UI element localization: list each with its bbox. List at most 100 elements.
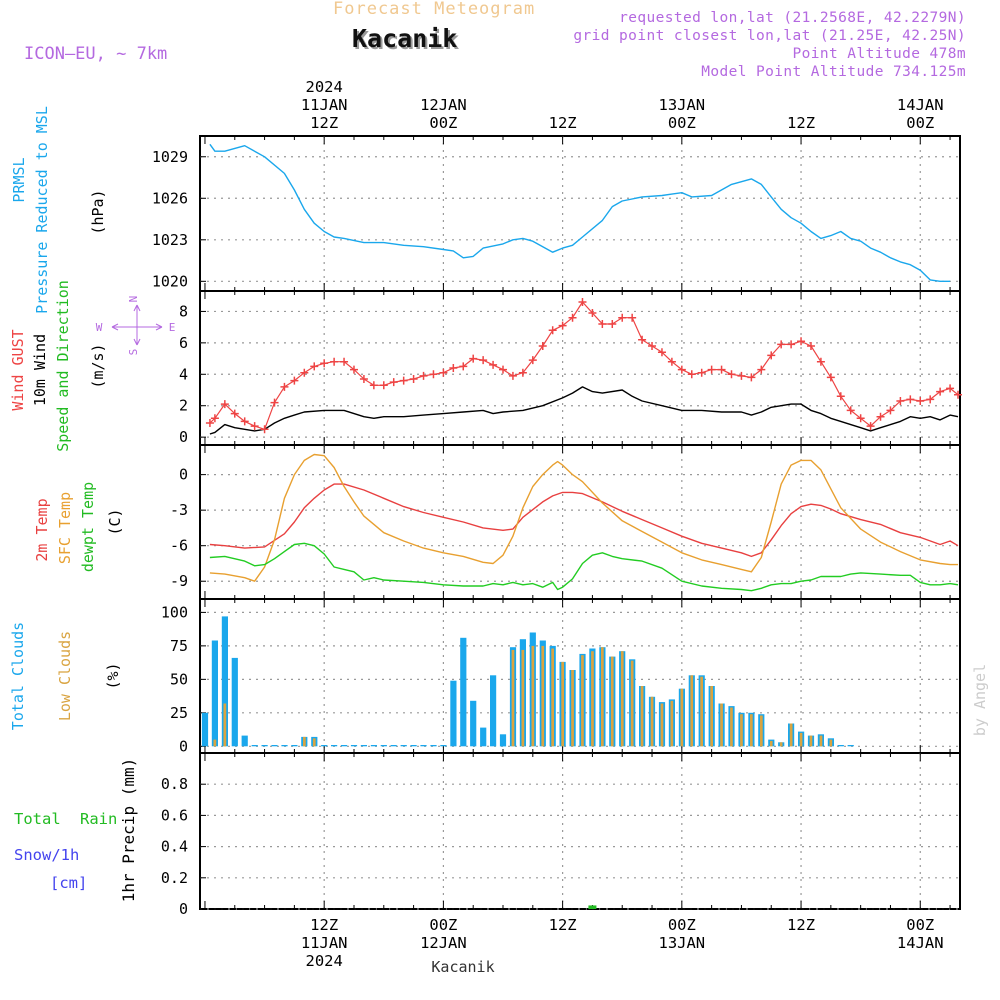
gust-marker [479, 356, 488, 365]
gust-marker [816, 357, 825, 366]
compass-north-label: N [127, 296, 140, 303]
total-cloud-bar [281, 745, 288, 747]
gust-marker [707, 365, 716, 374]
gust-marker [330, 357, 339, 366]
clouds-unit-label: (%) [104, 662, 122, 689]
gust-marker [916, 397, 925, 405]
total-cloud-bar [390, 745, 397, 747]
gust-marker [300, 368, 309, 377]
gust-marker [349, 365, 358, 374]
gust-marker [846, 406, 855, 415]
total-cloud-bar [450, 680, 457, 747]
low-cloud-bar [700, 676, 703, 747]
low-cloud-bar [660, 703, 664, 747]
pressure-ytick-label: 1026 [152, 189, 188, 207]
gust-marker [677, 365, 686, 374]
gust-marker [439, 368, 448, 377]
gust-marker [717, 365, 726, 374]
bottom-time-label: 13JAN [658, 934, 705, 952]
total-cloud-bar [360, 745, 367, 747]
low-cloud-bar [680, 688, 684, 747]
gust-label: Wind GUST [9, 329, 27, 410]
total-cloud-bar [231, 657, 238, 747]
gust-marker [409, 375, 418, 383]
chart-title: Forecast Meteogram [333, 0, 536, 19]
low-cloud-bar [690, 675, 694, 747]
gust-marker [518, 368, 527, 377]
wind-speed-line [209, 386, 959, 435]
bottom-time-label: 11JAN [301, 934, 348, 952]
clouds-ytick-label: 100 [161, 603, 188, 621]
low-cloud-bar [541, 645, 545, 747]
low-cloud-bar [571, 670, 574, 747]
dewpt-label: dewpt Temp [79, 482, 97, 572]
sfc-line [209, 453, 958, 582]
clouds-ytick-label: 0 [179, 737, 188, 755]
low-cloud-bar [561, 661, 564, 747]
low-cloud-bar [223, 703, 227, 747]
low-cloud-bar [670, 700, 674, 747]
total-cloud-bar [350, 745, 358, 747]
top-time-label: 00Z [429, 114, 457, 132]
gust-marker [220, 400, 229, 409]
precip-snow-label: Snow/1h [14, 846, 79, 864]
clouds-ytick-label: 75 [170, 637, 188, 655]
gust-marker [270, 398, 279, 407]
gust-marker [826, 373, 835, 382]
wind-direction-label: Speed and Direction [54, 280, 72, 452]
temperature-ytick-label: 0 [179, 466, 188, 484]
top-time-label: 12Z [787, 114, 815, 132]
low-clouds-label: Low Clouds [56, 631, 74, 721]
low-cloud-bar [511, 649, 515, 747]
wind-ytick-label: 2 [179, 397, 188, 415]
bottom-time-label: 00Z [906, 916, 934, 934]
gust-marker [727, 370, 736, 379]
gust-marker [280, 382, 289, 391]
gust-marker [340, 357, 349, 366]
precip-panel-frame [199, 752, 961, 910]
total-cloud-bar [271, 745, 278, 747]
total-cloud-bar [341, 745, 348, 747]
gust-marker [648, 342, 657, 350]
gust-marker [568, 313, 577, 322]
gust-marker [210, 414, 219, 423]
gust-marker [205, 419, 214, 427]
low-cloud-bar [730, 707, 733, 747]
gust-marker [310, 362, 319, 371]
gust-marker [558, 321, 567, 330]
gust-marker [469, 354, 478, 363]
top-time-label: 13JAN [658, 96, 705, 114]
gust-marker [906, 395, 915, 404]
gust-marker [856, 414, 865, 423]
gust-marker [260, 425, 269, 434]
grid-point-coords: grid point closest lon,lat (21.25E, 42.2… [573, 28, 966, 44]
low-cloud-bar [640, 686, 644, 747]
low-cloud-bar [750, 714, 753, 747]
gust-marker [806, 342, 815, 350]
gust-marker [578, 298, 587, 306]
gust-marker [876, 412, 885, 421]
watermark: by Angel [971, 664, 989, 736]
gust-marker [787, 340, 796, 349]
pressure-ytick-label: 1029 [152, 148, 188, 166]
point-altitude: Point Altitude 478m [792, 46, 966, 62]
gust-marker [449, 364, 458, 372]
top-time-label: 11JAN [301, 96, 348, 114]
total-cloud-bar [241, 735, 248, 747]
low-cloud-bar [531, 645, 535, 747]
total-cloud-bar [420, 745, 427, 747]
gust-marker [369, 381, 378, 390]
gust-marker [657, 348, 666, 357]
top-time-label: 2024 [306, 78, 343, 96]
wind-ytick-label: 4 [179, 365, 188, 383]
bottom-time-label: 12Z [310, 916, 338, 934]
low-cloud-bar [581, 655, 584, 747]
pressure-line [209, 143, 951, 282]
low-cloud-bar [760, 715, 763, 747]
wind-ytick-label: 0 [179, 428, 188, 446]
total-cloud-bar [470, 700, 477, 747]
gust-marker [926, 395, 935, 404]
pressure-panel-frame [199, 135, 961, 292]
total-cloud-bar [460, 637, 467, 747]
temp-unit-label: (C) [106, 508, 124, 535]
